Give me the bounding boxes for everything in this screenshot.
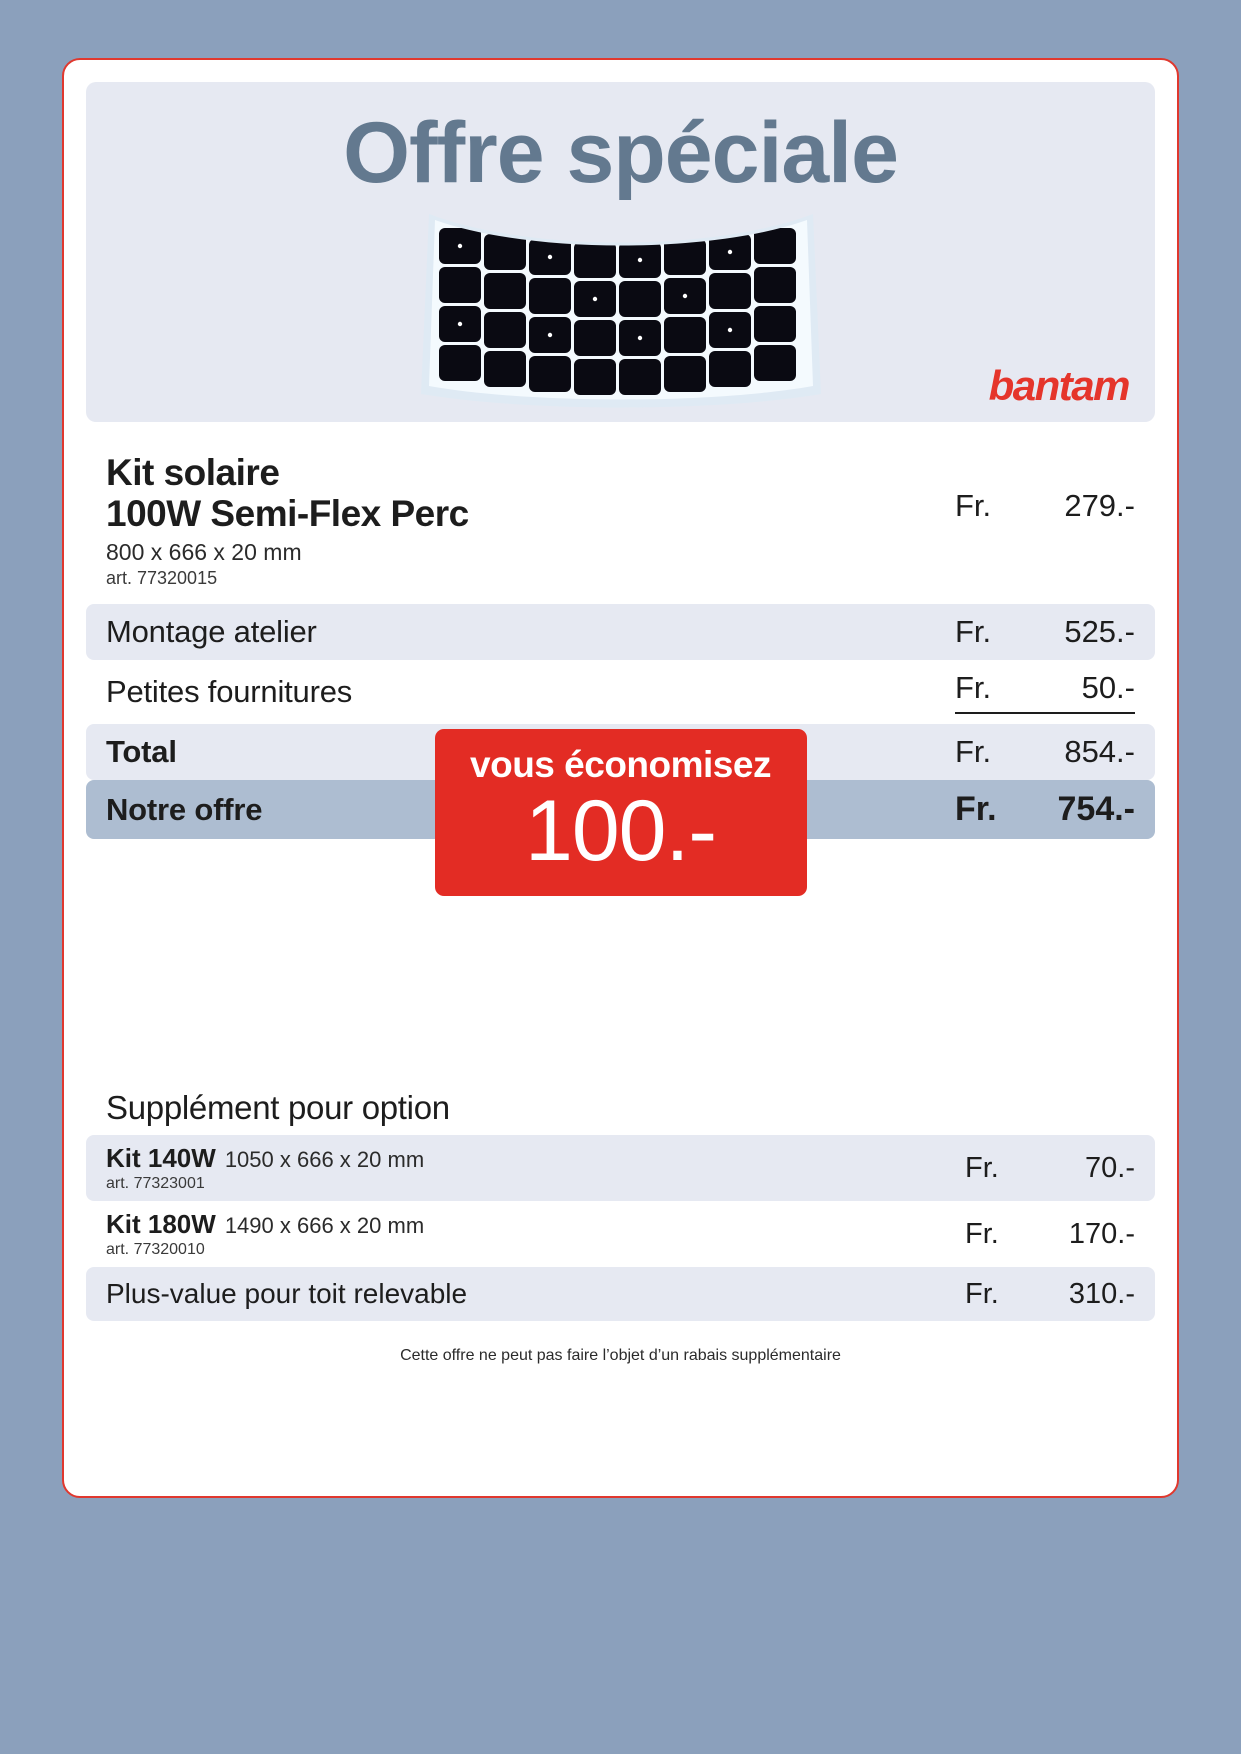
supplement-row-toit-relevable: Plus-value pour toit relevable Fr. 310.- — [86, 1267, 1155, 1322]
table-row-product: Kit solaire 100W Semi-Flex Perc 800 x 66… — [86, 438, 1155, 605]
supplement-kit-name: Kit 180W — [106, 1209, 216, 1240]
table-row-montage: Montage atelier Fr. 525.- — [86, 604, 1155, 661]
supplement-dimensions: 1490 x 666 x 20 mm — [224, 1213, 425, 1239]
supplement-section: Supplément pour option Kit 140W 1050 x 6… — [86, 1089, 1155, 1365]
product-info: Kit solaire 100W Semi-Flex Perc 800 x 66… — [106, 452, 469, 590]
price-value: 50.- — [1081, 670, 1135, 706]
supplement-article-number: art. 77323001 — [106, 1175, 205, 1193]
price-value: 754.- — [1057, 790, 1136, 829]
table-row-fournitures: Petites fournitures Fr. 50.- — [86, 660, 1155, 725]
row-label-notre-offre: Notre offre — [106, 791, 263, 827]
supplement-article-number: art. 77320010 — [106, 1241, 205, 1259]
product-article-number: art. 77320015 — [106, 568, 218, 589]
supplement-kit-name: Kit 140W — [106, 1143, 216, 1174]
flyer-inner: Offre spéciale — [64, 60, 1177, 1496]
supplement-price: Fr. 170.- — [965, 1218, 1135, 1251]
supplement-row-kit140: Kit 140W 1050 x 666 x 20 mm art. 7732300… — [86, 1135, 1155, 1202]
row-label-montage: Montage atelier — [106, 614, 317, 650]
savings-amount: 100.- — [524, 782, 717, 879]
supplement-info: Kit 180W 1490 x 666 x 20 mm art. 7732001… — [106, 1209, 424, 1259]
supplement-dimensions: 1050 x 666 x 20 mm — [224, 1147, 425, 1173]
currency-label: Fr. — [955, 488, 992, 523]
product-name-line2: 100W Semi-Flex Perc — [106, 493, 469, 535]
currency-label: Fr. — [955, 790, 997, 829]
row-label-fournitures: Petites fournitures — [106, 674, 353, 710]
supplement-price: Fr. 310.- — [965, 1278, 1135, 1311]
supplement-line: Kit 180W 1490 x 666 x 20 mm — [106, 1209, 424, 1240]
price-value: 70.- — [1085, 1151, 1135, 1184]
currency-label: Fr. — [955, 734, 992, 770]
price-value: 310.- — [1068, 1277, 1135, 1310]
solar-panel-image — [420, 212, 821, 412]
supplement-row-kit180: Kit 180W 1490 x 666 x 20 mm art. 7732001… — [86, 1201, 1155, 1268]
supplement-price: Fr. 70.- — [965, 1152, 1135, 1185]
solar-panel-icon — [420, 214, 821, 408]
product-price: Fr. 279.- — [955, 488, 1135, 524]
page-title: Offre spéciale — [343, 105, 899, 201]
savings-badge: vous économisez 100.- — [434, 729, 807, 896]
price-value: 854.- — [1064, 734, 1135, 770]
currency-label: Fr. — [955, 614, 992, 650]
row-label-total: Total — [106, 734, 177, 770]
supplement-info: Plus-value pour toit relevable — [106, 1278, 467, 1310]
currency-label: Fr. — [965, 1277, 999, 1310]
row-price-montage: Fr. 525.- — [955, 614, 1135, 650]
flyer-page: Offre spéciale — [62, 58, 1179, 1498]
hero-banner: Offre spéciale — [86, 82, 1155, 422]
row-price-total: Fr. 854.- — [955, 734, 1135, 770]
brand-logo: bantam — [988, 362, 1131, 409]
supplement-title: Supplément pour option — [106, 1089, 450, 1127]
product-name-line1: Kit solaire — [106, 452, 280, 493]
price-value: 170.- — [1068, 1217, 1135, 1250]
supplement-kit-name: Plus-value pour toit relevable — [106, 1278, 468, 1310]
price-value: 525.- — [1064, 614, 1135, 650]
currency-label: Fr. — [965, 1151, 999, 1184]
supplement-info: Kit 140W 1050 x 666 x 20 mm art. 7732300… — [106, 1143, 424, 1193]
currency-label: Fr. — [955, 670, 992, 706]
supplement-line: Kit 140W 1050 x 666 x 20 mm — [106, 1143, 424, 1174]
row-price-fournitures: Fr. 50.- — [955, 670, 1135, 715]
savings-caption: vous économisez — [470, 744, 771, 786]
price-value: 279.- — [1064, 488, 1135, 523]
product-dimensions: 800 x 666 x 20 mm — [106, 538, 302, 565]
currency-label: Fr. — [965, 1217, 999, 1250]
row-price-notre-offre: Fr. 754.- — [955, 790, 1135, 829]
footer-disclaimer: Cette offre ne peut pas faire l’objet d’… — [400, 1347, 841, 1365]
